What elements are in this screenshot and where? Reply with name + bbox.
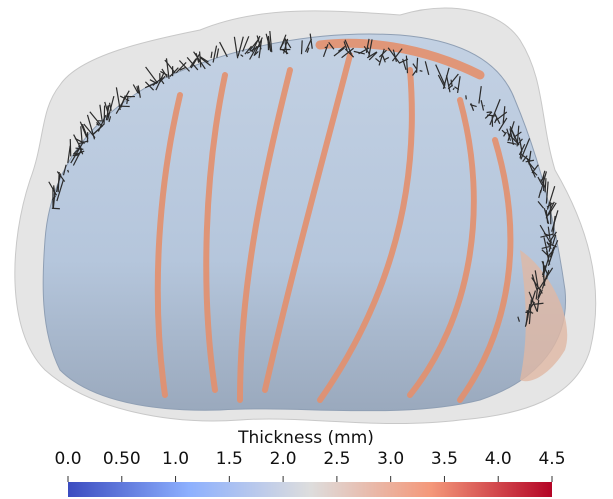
tick-label: 2.0 <box>270 449 297 469</box>
colorbar-scale <box>68 482 552 497</box>
fiber <box>301 40 302 54</box>
colorbar-title: Thickness (mm) <box>237 428 374 448</box>
fiber <box>466 95 467 99</box>
tick-label: 4.5 <box>538 449 565 469</box>
tick-label: 0.50 <box>103 449 141 469</box>
tick-label: 4.0 <box>485 449 512 469</box>
tick-label: 3.5 <box>431 449 458 469</box>
fiber <box>487 112 492 113</box>
fiber <box>325 47 328 48</box>
tick-label: 1.5 <box>216 449 243 469</box>
tick-label: 3.0 <box>377 449 404 469</box>
rendered-model <box>15 8 596 423</box>
colorbar: 0.0 0.50 1.0 1.5 2.0 2.5 3.0 3.5 4.0 4.5 <box>54 449 565 497</box>
tick-label: 0.0 <box>54 449 81 469</box>
tick-label: 2.5 <box>323 449 350 469</box>
tick-label: 1.0 <box>162 449 189 469</box>
visualization: Thickness (mm) 0.0 0.50 1.0 1.5 2.0 2.5 3.0 3.5… <box>0 0 613 499</box>
fiber <box>104 106 105 125</box>
fiber <box>420 71 423 72</box>
fiber <box>52 208 60 209</box>
fiber <box>97 124 98 125</box>
fiber <box>68 170 69 173</box>
